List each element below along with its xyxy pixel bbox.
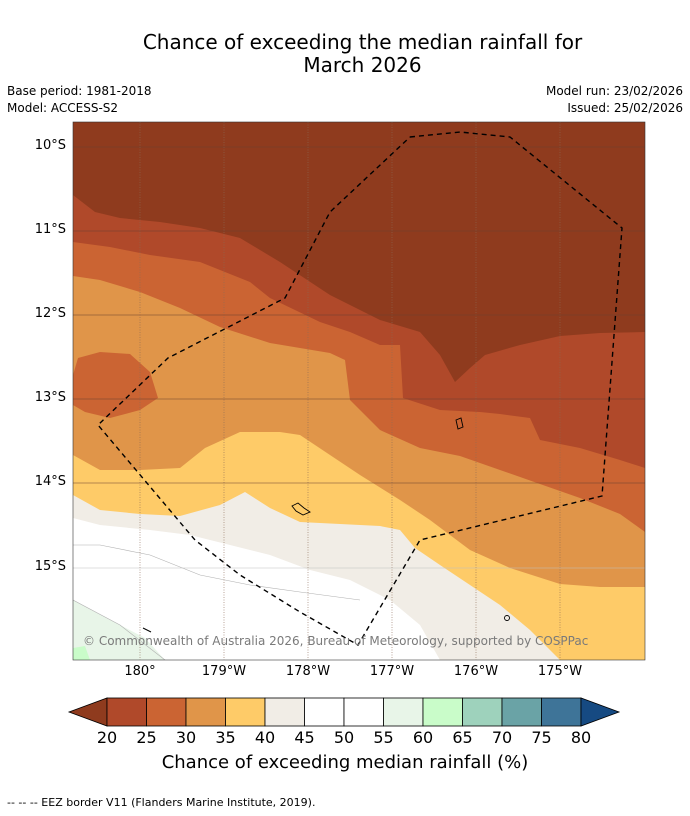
graticule	[139, 122, 561, 660]
colorbar-swatch	[264, 697, 305, 727]
island-atafu	[291, 502, 311, 516]
band-55-60	[73, 600, 165, 660]
lon-label: 178°W	[285, 664, 331, 679]
colorbar-swatch	[541, 697, 582, 727]
base-period: Base period: 1981-2018	[7, 84, 152, 98]
title-line-2: March 2026	[303, 53, 422, 77]
map-title: Chance of exceeding the median rainfall …	[0, 31, 690, 77]
colorbar-tick-label: 30	[175, 728, 197, 747]
meta-left: Base period: 1981-2018 Model: ACCESS-S2	[7, 83, 152, 117]
attribution: © Commonwealth of Australia 2026, Bureau…	[83, 634, 588, 648]
colorbar-swatch	[462, 697, 503, 727]
model-run: Model run: 23/02/2026	[545, 84, 683, 98]
footer-note: -- -- -- EEZ border V11 (Flanders Marine…	[7, 796, 316, 809]
colorbar-swatch	[501, 697, 542, 727]
model-name: Model: ACCESS-S2	[7, 101, 119, 115]
map-panel: © Commonwealth of Australia 2026, Bureau…	[73, 122, 645, 660]
colorbar-title: Chance of exceeding median rainfall (%)	[161, 752, 529, 773]
band-50-55	[73, 518, 440, 660]
colorbar-tick-label: 45	[294, 728, 315, 747]
island-small	[504, 615, 510, 621]
lat-label: 10°S	[34, 138, 66, 153]
colorbar-swatch	[185, 697, 226, 727]
map-frame	[72, 121, 646, 661]
lat-label: 12°S	[34, 306, 66, 321]
colorbar-tick-label: 55	[373, 728, 394, 747]
island-swains	[455, 417, 464, 430]
colorbar-swatch	[304, 697, 345, 727]
colorbar-swatch	[106, 697, 147, 727]
colorbar-tick-label: 35	[215, 728, 236, 747]
colorbar-tick-label: 60	[412, 728, 434, 747]
colorbar-tick-label: 65	[452, 728, 473, 747]
colorbar-tick-label: 75	[531, 728, 552, 747]
band-30-35-pocket	[73, 352, 158, 418]
lat-label: 15°S	[34, 559, 66, 574]
lon-label: 175°W	[537, 664, 583, 679]
lat-label: 13°S	[34, 390, 66, 405]
title-line-1: Chance of exceeding the median rainfall …	[142, 30, 583, 54]
colorbar-tick-label: 20	[96, 728, 118, 747]
lat-label: 14°S	[34, 474, 66, 489]
lon-label: 180°	[124, 664, 156, 679]
colorbar-swatch	[146, 697, 187, 727]
colorbar-tick-label: 25	[136, 728, 157, 747]
latitude-lines	[73, 146, 645, 569]
meta-right: Model run: 23/02/2026 Issued: 25/02/2026	[546, 83, 683, 117]
colorbar-swatch	[383, 697, 424, 727]
colorbar-arrow-low	[67, 697, 108, 727]
colorbar-tick-label: 50	[333, 728, 355, 747]
colorbar-arrow-high	[580, 697, 621, 727]
colorbar-tick-label: 70	[491, 728, 513, 747]
issued-date: Issued: 25/02/2026	[567, 101, 683, 115]
colorbar	[67, 697, 621, 727]
colorbar-swatch	[343, 697, 384, 727]
colorbar-swatch	[422, 697, 463, 727]
band-60-65	[73, 646, 90, 660]
lon-label: 179°W	[201, 664, 247, 679]
colorbar-swatch	[225, 697, 266, 727]
island-dash	[142, 627, 152, 633]
lon-label: 176°W	[453, 664, 499, 679]
lat-label: 11°S	[34, 222, 66, 237]
colorbar-tick-label: 80	[570, 728, 592, 747]
colorbar-tick-label: 40	[254, 728, 276, 747]
lon-label: 177°W	[369, 664, 415, 679]
eez-border	[97, 131, 623, 646]
